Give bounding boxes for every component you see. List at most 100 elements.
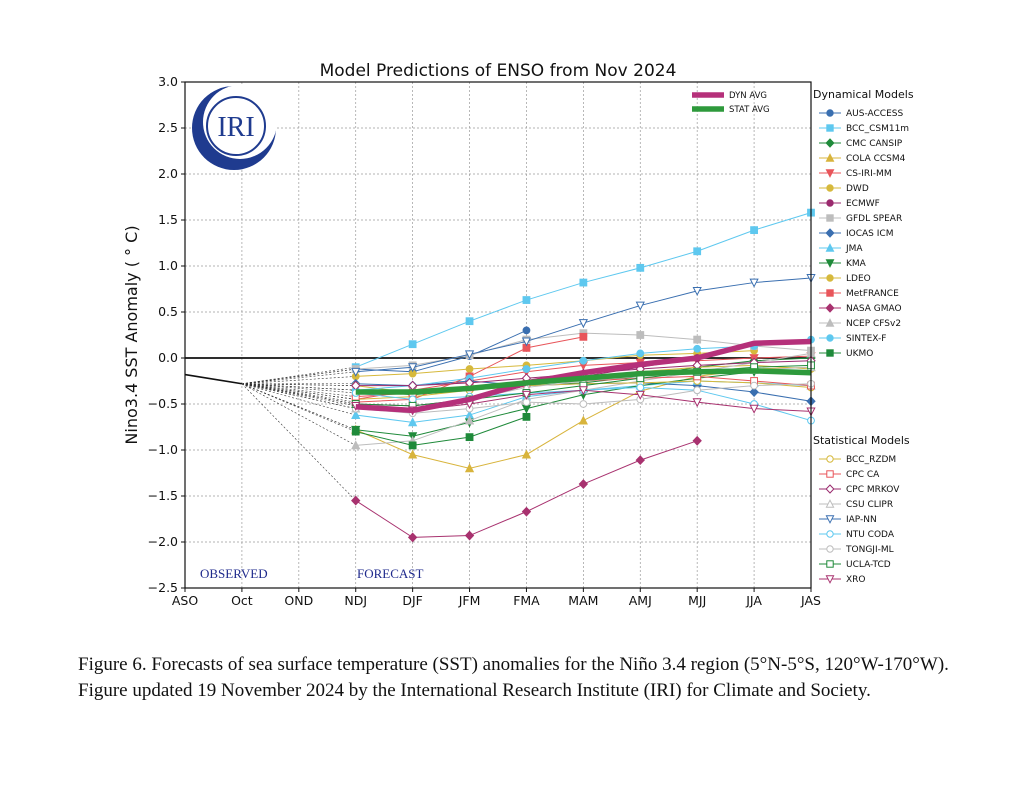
- legend-item-ukmo: UKMO: [819, 349, 873, 359]
- legend-label: SINTEX-F: [846, 334, 886, 344]
- x-tick-label: MAM: [568, 593, 598, 608]
- legend-label: TONGJI-ML: [845, 545, 894, 555]
- legend-item-iocas-icm: IOCAS ICM: [819, 228, 893, 239]
- iri-logo: IRI: [192, 85, 277, 170]
- data-point: [408, 340, 417, 349]
- legend-swatch-marker: [826, 124, 834, 132]
- data-point: [465, 365, 474, 373]
- data-point: [522, 296, 531, 304]
- data-point: [408, 395, 417, 404]
- data-point: [579, 332, 588, 341]
- logo-text: IRI: [217, 112, 254, 143]
- x-tick-label: DJF: [402, 593, 423, 608]
- observed-connector: [241, 371, 356, 385]
- series-line: [355, 416, 527, 446]
- legend-label: CPC CA: [846, 470, 880, 480]
- legend-label: UCLA-TCD: [846, 560, 891, 570]
- series-iap-nn: [241, 274, 816, 385]
- data-point: [750, 381, 758, 390]
- observed-connector: [241, 383, 356, 400]
- x-tick-label: JFM: [458, 593, 481, 608]
- legend-swatch-marker: [826, 199, 834, 207]
- legend-label: ECMWF: [846, 199, 880, 209]
- legend-label: NTU CODA: [846, 530, 895, 540]
- legend-swatch-marker: [825, 228, 835, 238]
- x-tick-label: Oct: [231, 593, 253, 608]
- data-point: [465, 433, 474, 442]
- legend-item-cs-iri-mm: CS-IRI-MM: [819, 169, 892, 179]
- legend-heading: Dynamical Models: [813, 88, 914, 101]
- legend-label: BCC_CSM11m: [846, 124, 909, 134]
- data-point: [636, 263, 645, 272]
- legend-item-gfdl-spear: GFDL SPEAR: [819, 214, 902, 224]
- legend-swatch-marker: [825, 259, 835, 268]
- legend-item-cpc-ca: CPC CA: [819, 470, 880, 480]
- legend-item-metfrance: MetFRANCE: [819, 289, 899, 299]
- legend-item-ncep-cfsv2: NCEP CFSv2: [819, 318, 901, 329]
- data-point: [693, 344, 702, 353]
- data-point: [578, 386, 588, 396]
- legend-label: GFDL SPEAR: [846, 214, 902, 224]
- data-point: [408, 441, 417, 450]
- legend-swatch-marker: [826, 184, 834, 192]
- data-point: [636, 383, 645, 392]
- legend-swatch-marker: [826, 289, 834, 297]
- legend-heading: Statistical Models: [813, 434, 910, 447]
- axes: ASO Oct OND NDJ DJF JFM FMA MAM AMJ MJJ JJA JAS −2.5…: [148, 74, 821, 608]
- observed-series: [184, 373, 243, 385]
- legend-label: NASA GMAO: [846, 304, 902, 314]
- legend-swatch-marker: [826, 274, 834, 282]
- data-point: [578, 479, 589, 489]
- y-tick-label: 2.5: [158, 120, 178, 135]
- statistical-models-legend: Statistical Models BCC_RZDM CPC CA CPC MRKO…: [813, 434, 910, 585]
- legend-swatch-marker: [826, 470, 834, 478]
- observed-connector: [241, 383, 356, 501]
- y-tick-label: 2.0: [158, 166, 178, 181]
- data-point: [464, 350, 475, 360]
- data-point: [407, 532, 418, 543]
- data-point: [750, 226, 758, 235]
- legend-item-ucla-tcd: UCLA-TCD: [819, 560, 891, 570]
- observed-connector: [241, 383, 356, 394]
- legend-label: CPC MRKOV: [846, 485, 900, 495]
- y-tick-label: 3.0: [158, 74, 178, 89]
- legend-label: JMA: [845, 244, 863, 254]
- legend-label: AUS-ACCESS: [846, 109, 903, 119]
- legend-item-sintex-f: SINTEX-F: [819, 334, 886, 344]
- legend-label: XRO: [846, 575, 866, 585]
- legend-item-bcc-rzdm: BCC_RZDM: [819, 455, 896, 465]
- legend-label: KMA: [846, 259, 867, 269]
- data-point: [578, 319, 588, 329]
- legend-label: IOCAS ICM: [846, 229, 893, 239]
- observed-connector: [241, 376, 356, 385]
- data-point: [408, 449, 418, 459]
- legend-item-ntu-coda: NTU CODA: [819, 530, 895, 540]
- data-point: [579, 400, 588, 408]
- data-point: [522, 326, 531, 335]
- legend-swatch-marker: [825, 515, 835, 524]
- legend-swatch-marker: [826, 214, 834, 222]
- observed-connector: [241, 383, 356, 391]
- legend-item-nasa-gmao: NASA GMAO: [819, 303, 902, 314]
- data-point: [521, 506, 532, 517]
- series-nasa-gmao: [241, 383, 702, 543]
- x-tick-label: NDJ: [344, 593, 367, 608]
- x-tick-label: FMA: [513, 593, 540, 608]
- data-point: [351, 367, 361, 377]
- data-point: [351, 440, 361, 450]
- legend-item-kma: KMA: [819, 259, 867, 269]
- legend-item-csu-clipr: CSU CLIPR: [819, 499, 893, 510]
- data-point: [408, 417, 418, 427]
- legend-label: CMC CANSIP: [846, 139, 903, 149]
- legend-item-tongji-ml: TONGJI-ML: [819, 545, 894, 555]
- data-point: [578, 415, 588, 425]
- y-axis-label: Nino3.4 SST Anomaly ( ° C): [122, 225, 141, 444]
- legend-item-cola-ccsm4: COLA CCSM4: [819, 153, 906, 164]
- legend-item-aus-access: AUS-ACCESS: [819, 109, 903, 119]
- enso-chart: ASO Oct OND NDJ DJF JFM FMA MAM AMJ MJJ JJA JAS −2.5…: [122, 61, 914, 608]
- legend-swatch-marker: [825, 499, 835, 508]
- y-tick-label: −1.0: [148, 442, 178, 457]
- data-point: [522, 365, 531, 373]
- legend-swatch-marker: [825, 153, 835, 162]
- legend-swatch-marker: [826, 334, 834, 342]
